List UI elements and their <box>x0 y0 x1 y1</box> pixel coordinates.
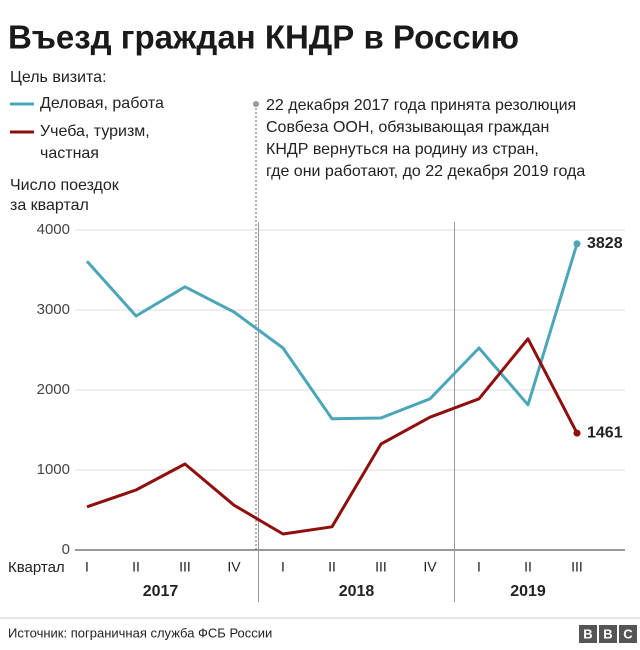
end-point <box>573 429 581 437</box>
legend-label: Деловая, работа <box>40 95 164 112</box>
y-tick-label: 4000 <box>37 221 70 238</box>
annotation-dot <box>253 101 259 107</box>
x-tick-label: II <box>132 559 140 575</box>
x-tick-label: II <box>328 559 336 575</box>
y-tick-label: 1000 <box>37 461 70 478</box>
year-label: 2017 <box>143 583 179 600</box>
y-axis-label: за квартал <box>10 197 89 214</box>
annotation-text: Совбеза ООН, обязывающая граждан <box>266 119 549 136</box>
logo-letter: B <box>603 626 612 641</box>
x-tick-label: IV <box>227 559 241 575</box>
y-axis-label: Число поездок <box>10 177 120 194</box>
year-label: 2018 <box>339 583 375 600</box>
annotation-text: где они работают, до 22 декабря 2019 год… <box>266 163 585 180</box>
annotation-text: 22 декабря 2017 года принята резолюция <box>266 97 576 114</box>
x-tick-label: I <box>85 559 89 575</box>
x-tick-label: III <box>375 559 387 575</box>
annotation-text: КНДР вернуться на родину из стран, <box>266 141 539 158</box>
value-label: 3828 <box>587 235 623 252</box>
legend-label: Учеба, туризм, частная <box>40 123 150 162</box>
x-axis-label: Квартал <box>8 559 65 576</box>
series-line <box>86 337 579 536</box>
series-line <box>85 243 579 421</box>
logo-letter: B <box>583 626 592 641</box>
chart-title: Въезд граждан КНДР в Россию <box>8 19 519 56</box>
logo-box <box>599 625 617 643</box>
year-label: 2019 <box>510 583 546 600</box>
x-tick-label: II <box>524 559 532 575</box>
x-tick-label: I <box>281 559 285 575</box>
source: Источник: пограничная служба ФСБ России <box>8 625 272 640</box>
y-tick-label: 3000 <box>37 301 70 318</box>
logo-box <box>619 625 637 643</box>
legend-title: Цель визита: <box>10 69 107 86</box>
x-tick-label: I <box>477 559 481 575</box>
end-point <box>573 240 581 248</box>
y-tick-label: 2000 <box>37 381 70 398</box>
logo-letter: C <box>623 626 633 641</box>
logo-box <box>579 625 597 643</box>
x-tick-label: IV <box>423 559 437 575</box>
value-label: 1461 <box>587 424 623 441</box>
y-tick-label: 0 <box>62 541 70 558</box>
x-tick-label: III <box>179 559 191 575</box>
x-tick-label: III <box>571 559 583 575</box>
